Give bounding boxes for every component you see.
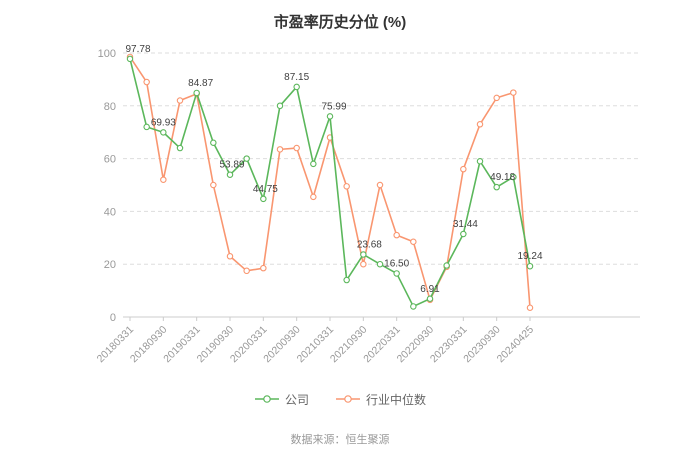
industry-median-point	[526, 304, 534, 312]
y-axis-label: 80	[104, 101, 116, 113]
point-label: 6.91	[420, 284, 440, 295]
industry-median-point	[226, 253, 234, 260]
point-label: 87.15	[284, 72, 309, 83]
point-label: 69.93	[151, 117, 176, 128]
company-point	[143, 123, 150, 131]
company-point	[293, 83, 300, 91]
y-axis-label: 20	[104, 259, 116, 271]
industry-median-point	[160, 176, 167, 183]
industry-median-point	[310, 193, 317, 201]
company-point	[476, 157, 484, 165]
industry-median-point	[143, 78, 150, 86]
y-axis-label: 0	[110, 312, 116, 324]
company-point	[176, 144, 184, 152]
industry-median-point	[410, 238, 417, 246]
point-label: 97.78	[125, 44, 150, 55]
pe-percentile-line-chart: 0204060801002018033120180930201903312019…	[95, 44, 640, 366]
industry-median-point	[360, 260, 367, 268]
point-label: 75.99	[321, 101, 346, 112]
company-point	[276, 102, 284, 110]
company-point	[426, 295, 434, 303]
y-axis-label: 40	[104, 206, 116, 218]
company-point	[193, 89, 200, 97]
legend-item-company[interactable]: 公司	[254, 391, 309, 408]
point-label: 19.24	[517, 251, 542, 262]
company-point	[360, 251, 367, 258]
company-point	[210, 139, 217, 147]
legend-item-industry-median[interactable]: 行业中位数	[335, 391, 426, 408]
company-legend-marker	[254, 395, 279, 403]
industry-median-point	[493, 94, 500, 102]
point-label: 84.87	[188, 78, 213, 89]
point-label: 44.75	[253, 184, 278, 195]
industry-median-line	[129, 56, 531, 309]
x-axis-label: 20240425	[495, 324, 537, 366]
point-label: 31.44	[453, 219, 478, 230]
company-point	[343, 276, 350, 284]
industry-median-point	[260, 264, 267, 272]
legend-label-company: 公司	[284, 392, 309, 407]
point-label: 23.68	[357, 239, 382, 250]
company-point	[226, 171, 234, 178]
industry-median-point	[210, 181, 217, 189]
company-point	[376, 260, 384, 268]
company-point	[460, 230, 467, 238]
company-point	[160, 129, 167, 136]
company-point	[260, 195, 267, 203]
company-point	[443, 262, 450, 269]
industry-median-point	[276, 146, 284, 153]
chart-legend: 公司 行业中位数	[0, 389, 680, 409]
industry-median-point	[460, 165, 467, 173]
company-point	[410, 303, 417, 310]
industry-median-point	[343, 183, 350, 190]
industry-median-point	[376, 181, 384, 189]
industry-median-point	[393, 231, 400, 239]
industry-median-point	[176, 97, 184, 104]
company-point	[493, 183, 500, 191]
industry-median-point	[243, 267, 250, 275]
company-point	[126, 55, 134, 63]
chart-title: 市盈率历史分位 (%)	[273, 14, 407, 31]
company-point	[526, 262, 534, 270]
point-label: 16.50	[384, 258, 409, 269]
industry-median-point	[510, 89, 517, 96]
company-point	[510, 173, 517, 181]
company-point	[326, 113, 334, 120]
company-point	[393, 270, 400, 277]
point-label: 53.89	[219, 160, 244, 171]
data-source-note: 数据来源：恒生聚源	[290, 434, 390, 446]
y-axis-label: 60	[104, 154, 116, 166]
point-label: 49.18	[490, 172, 515, 183]
legend-label-industry-median: 行业中位数	[366, 392, 427, 407]
industry-median-legend-marker	[336, 395, 360, 403]
y-axis-label: 100	[98, 48, 116, 60]
company-point	[310, 160, 317, 168]
industry-median-point	[476, 121, 484, 128]
company-point	[243, 155, 250, 162]
industry-median-point	[293, 144, 300, 152]
